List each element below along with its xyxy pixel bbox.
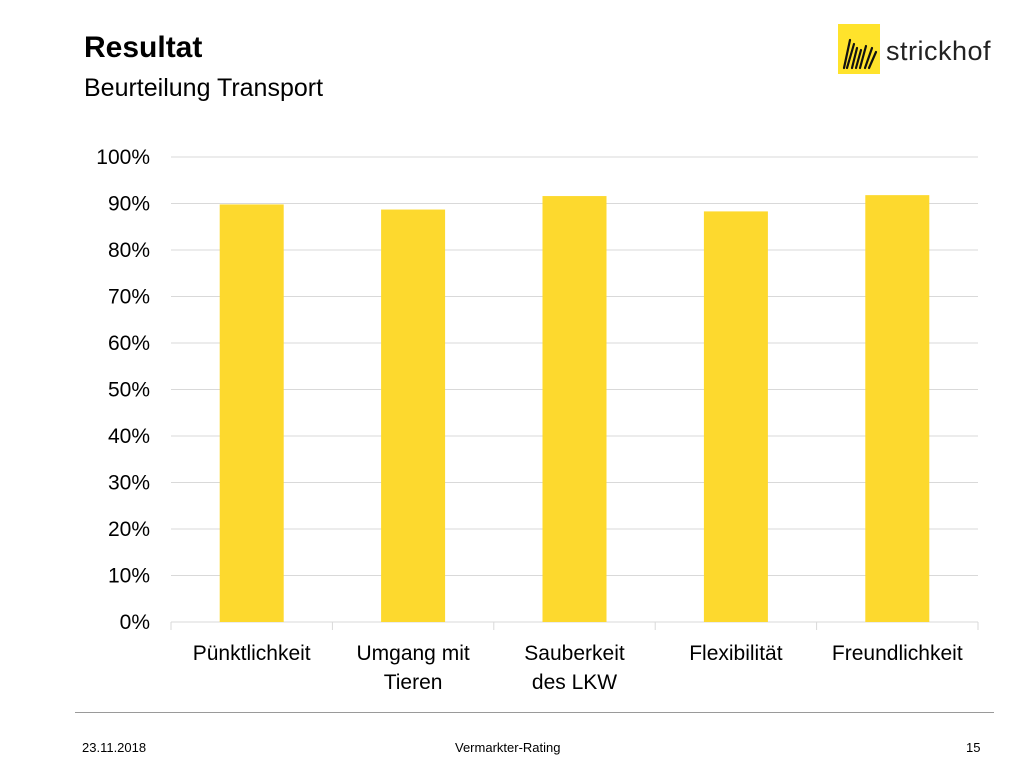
x-category-label: Freundlichkeit [832,642,963,665]
logo-text: strickhof [886,36,992,66]
y-tick-label: 60% [108,332,150,355]
y-tick-label: 50% [108,379,150,402]
logo-mark-icon [838,24,880,74]
bar-chart: 0% 10% 20% 30% 40% 50% 60% 70% 80% 90% 100% Pünktli… [96,146,979,694]
x-category-label: Pünktlichkeit [193,642,311,665]
bar [542,196,607,622]
x-category-label: Umgang mit [356,642,469,665]
y-tick-label: 20% [108,518,150,541]
bar [703,211,768,622]
x-category-label: Tieren [384,671,443,694]
x-category-label: Flexibilität [689,642,783,665]
x-category-label: Sauberkeit [524,642,625,665]
strickhof-logo: strickhof [838,24,998,74]
y-tick-label: 100% [96,146,150,169]
bar [219,204,284,622]
x-category-label: des LKW [532,671,617,694]
slide-subtitle: Beurteilung Transport [84,74,324,102]
page-number: 15 [966,740,981,755]
y-tick-label: 90% [108,193,150,216]
footer-date: 23.11.2018 [82,740,147,755]
slide-title: Resultat [84,31,203,64]
footer-title: Vermarkter-Rating [455,740,561,755]
y-tick-label: 10% [108,565,150,588]
y-tick-label: 0% [120,611,150,634]
footer-divider [75,712,994,713]
y-tick-label: 80% [108,239,150,262]
y-tick-label: 70% [108,286,150,309]
y-tick-label: 40% [108,425,150,448]
bar [381,209,446,623]
bar [865,195,930,622]
y-tick-label: 30% [108,472,150,495]
